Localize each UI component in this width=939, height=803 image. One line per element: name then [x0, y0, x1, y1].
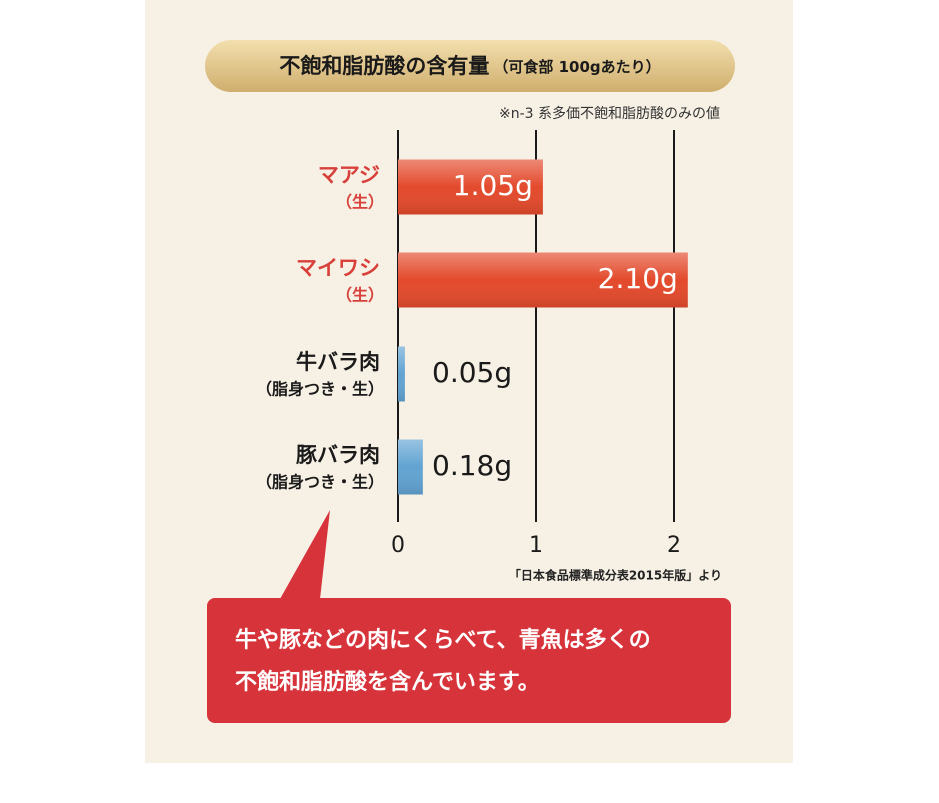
category-note: （脂身つき・生）	[256, 380, 384, 399]
value-label: 1.05g	[453, 169, 533, 202]
category-label: 牛バラ肉	[296, 350, 380, 374]
category-label: マアジ	[318, 163, 380, 187]
title-pill	[205, 40, 735, 92]
chart-subtitle: （可食部 100gあたり）	[493, 58, 660, 76]
category-label: マイワシ	[296, 256, 380, 280]
x-tick-label: 2	[667, 533, 681, 558]
bar-gloss	[398, 346, 405, 402]
note: ※n-3 系多価不飽和脂肪酸のみの値	[499, 105, 720, 122]
callout-text: 牛や豚などの肉にくらべて、青魚は多くの	[235, 627, 651, 653]
category-note: （生）	[336, 286, 384, 305]
callout-box	[207, 510, 731, 723]
chart-title: 不飽和脂肪酸の含有量	[279, 54, 489, 78]
value-label: 0.05g	[432, 356, 512, 389]
bar-gloss	[398, 439, 423, 495]
callout-text: 不飽和脂肪酸を含んでいます。	[235, 669, 540, 695]
bar-gloss	[398, 159, 543, 215]
value-label: 0.18g	[432, 449, 512, 482]
source: 「日本食品標準成分表2015年版」より	[509, 568, 722, 583]
category-note: （脂身つき・生）	[256, 473, 384, 492]
title-group: 不飽和脂肪酸の含有量 （可食部 100gあたり）	[279, 54, 660, 78]
category-note: （生）	[336, 193, 384, 212]
x-tick-label: 1	[529, 533, 543, 558]
category-label: 豚バラ肉	[296, 443, 380, 467]
bar-gloss	[398, 252, 688, 308]
value-label: 2.10g	[598, 262, 678, 295]
x-tick-label: 0	[391, 533, 405, 558]
